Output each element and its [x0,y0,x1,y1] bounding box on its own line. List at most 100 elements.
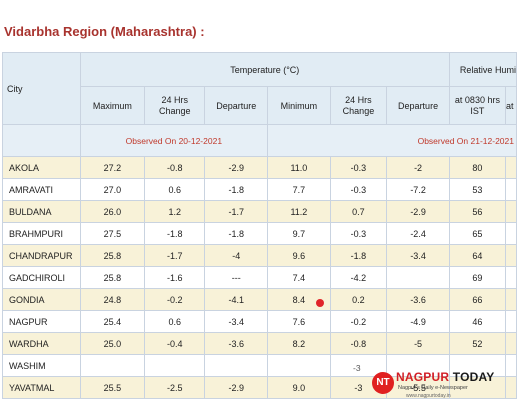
cell-dep-max: -1.8 [204,178,269,201]
cell-hum: 65 [448,222,506,245]
observed-max-date: Observed On 20-12-2021 [79,124,269,157]
cell-min: 11.2 [267,200,331,223]
table-row: YAVATMAL 25.5 -2.5 -2.9 9.0 -3 -5.5 [2,376,517,399]
region-title: Vidarbha Region (Maharashtra) : [4,24,205,39]
cell-max: 27.0 [79,178,146,201]
cell-humidity-next [504,332,517,355]
header-city: City [2,52,81,125]
cell-city: WASHIM [2,354,81,377]
table-row: GONDIA 24.8 -0.2 -4.1 8.4 0.2 -3.6 66 [2,288,517,311]
cell-dep-max: --- [204,266,269,289]
cell-city: NAGPUR [2,310,81,333]
cell-humidity-next [504,376,517,399]
cell-max [79,354,146,377]
cell-dep-min: -5 [386,332,450,355]
cell-humidity-next [504,244,517,267]
cell-chg-max [144,354,206,377]
cell-dep-min [386,354,450,377]
cell-min: 8.2 [267,332,331,355]
table-body: AKOLA 27.2 -0.8 -2.9 11.0 -0.3 -2 80 AMRAVATI 27.… [2,156,517,399]
table-row: GADCHIROLI 25.8 -1.6 --- 7.4 -4.2 69 [2,266,517,289]
cell-min: 7.4 [267,266,331,289]
cell-dep-max: -3.6 [204,332,269,355]
cell-chg-min: -0.8 [329,332,388,355]
cell-min: 9.0 [267,376,331,399]
cell-dep-max: -2.9 [204,376,269,399]
cell-chg-max: -0.4 [144,332,206,355]
cell-chg-min: -0.3 [329,178,388,201]
cell-min: 7.7 [267,178,331,201]
header-departure-min: Departure [386,86,450,125]
header-24hr-change-max: 24 Hrs Change [144,86,206,125]
cell-humidity-next [504,310,517,333]
observed-min-date: Observed On 21-12-2021 [267,124,517,157]
cell-max: 25.8 [79,244,146,267]
cell-chg-min: -4.2 [329,266,388,289]
cell-hum: 64 [448,244,506,267]
cell-max: 25.5 [79,376,146,399]
cell-hum [448,376,506,399]
header-humidity-next: at [504,86,517,125]
cell-city: GONDIA [2,288,81,311]
cell-city: WARDHA [2,332,81,355]
table-row: AKOLA 27.2 -0.8 -2.9 11.0 -0.3 -2 80 [2,156,517,179]
cell-hum: 80 [448,156,506,179]
cell-dep-min: -2 [386,156,450,179]
nt-logo-icon: NT [372,372,394,394]
cell-chg-max: 0.6 [144,310,206,333]
cell-dep-min: -3.4 [386,244,450,267]
cell-city: GADCHIROLI [2,266,81,289]
cell-city: BULDANA [2,200,81,223]
cell-chg-max: 1.2 [144,200,206,223]
cell-chg-max: -1.7 [144,244,206,267]
watermark-fragment: -3 [353,363,361,373]
cell-humidity-next [504,156,517,179]
weather-table: City Temperature (°C) Relative Humi Maxi… [2,52,517,399]
cell-city: BRAHMPURI [2,222,81,245]
cell-hum: 46 [448,310,506,333]
cell-dep-max: -4.1 [204,288,269,311]
cell-chg-max: -1.8 [144,222,206,245]
cell-hum: 53 [448,178,506,201]
table-row: AMRAVATI 27.0 0.6 -1.8 7.7 -0.3 -7.2 53 [2,178,517,201]
cell-humidity-next [504,178,517,201]
cell-city: YAVATMAL [2,376,81,399]
cell-city: AMRAVATI [2,178,81,201]
cell-min: 7.6 [267,310,331,333]
table-row: BULDANA 26.0 1.2 -1.7 11.2 0.7 -2.9 56 [2,200,517,223]
cell-chg-max: -2.5 [144,376,206,399]
cell-min: 9.6 [267,244,331,267]
cell-max: 26.0 [79,200,146,223]
cell-dep-min: -2.4 [386,222,450,245]
nagpur-today-watermark: NT NAGPUR TODAY Nagpur's Daily e-Newspap… [372,366,517,400]
cell-chg-max: -1.6 [144,266,206,289]
cell-max: 27.2 [79,156,146,179]
cell-dep-max [204,354,269,377]
table-row: WARDHA 25.0 -0.4 -3.6 8.2 -0.8 -5 52 [2,332,517,355]
cell-dep-min: -4.9 [386,310,450,333]
cell-chg-max: -0.2 [144,288,206,311]
cell-dep-max: -3.4 [204,310,269,333]
cell-min: 11.0 [267,156,331,179]
cell-max: 27.5 [79,222,146,245]
header-humidity-0830: at 0830 hrs IST [448,86,506,125]
header-minimum: Minimum [267,86,331,125]
cell-dep-min [386,266,450,289]
cell-hum [448,354,506,377]
cell-dep-min: -5.5 [386,376,450,399]
cell-chg-min: -0.3 [329,222,388,245]
header-24hr-change-min: 24 Hrs Change [329,86,388,125]
cell-city: AKOLA [2,156,81,179]
cell-dep-min: -7.2 [386,178,450,201]
cell-max: 24.8 [79,288,146,311]
cell-chg-max: 0.6 [144,178,206,201]
cell-max: 25.4 [79,310,146,333]
watermark-brand: NAGPUR TODAY [396,370,495,384]
cell-chg-min: -0.3 [329,156,388,179]
cell-hum: 69 [448,266,506,289]
cell-dep-max: -1.8 [204,222,269,245]
cell-chg-min [329,354,388,377]
cell-dep-max: -4 [204,244,269,267]
cell-min: 8.4 [267,288,331,311]
cell-chg-min: 0.2 [329,288,388,311]
